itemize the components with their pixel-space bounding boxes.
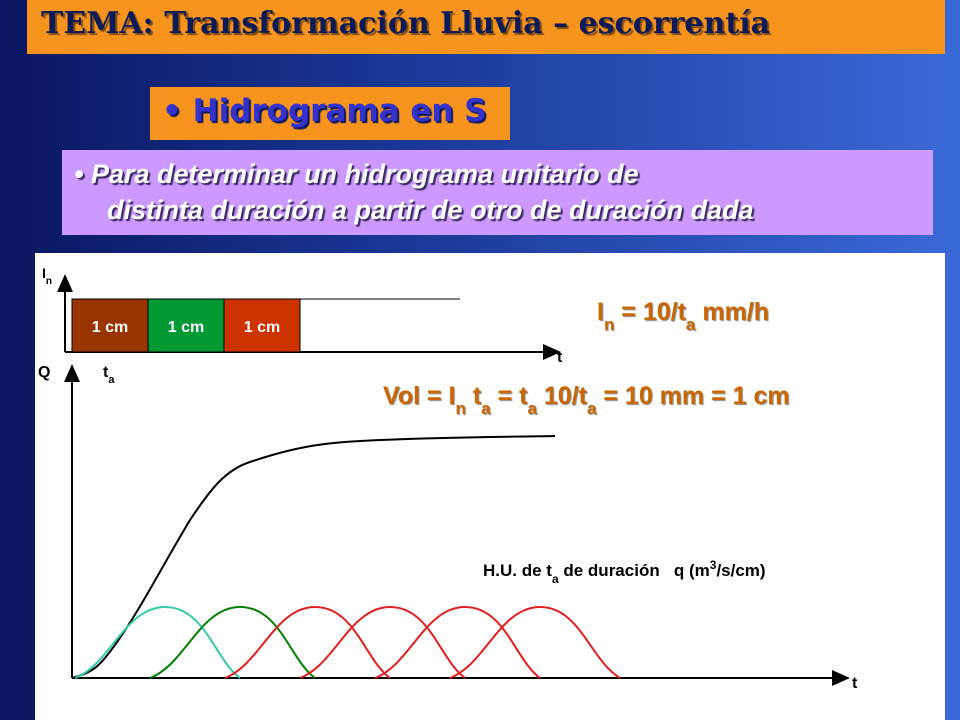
unit-hydrograph bbox=[374, 605, 541, 679]
text-part: 10/t bbox=[537, 382, 588, 410]
text-part: = 10/t bbox=[614, 298, 686, 326]
subtitle: Hidrograma en S bbox=[192, 93, 487, 129]
description-line: • Para determinar un hidrograma unitario… bbox=[74, 156, 933, 192]
text-part: Vol = I bbox=[383, 382, 455, 410]
text-part: n bbox=[455, 399, 465, 418]
text-part: a bbox=[587, 399, 597, 418]
unit-hydrograph bbox=[74, 605, 241, 679]
unit-hydrographs bbox=[74, 605, 621, 679]
text-part: a bbox=[108, 374, 115, 386]
pulse bbox=[71, 298, 149, 353]
volume-formula: Vol = In ta = ta 10/ta = 10 mm = 1 cm bbox=[383, 382, 790, 418]
description-bar: • Para determinar un hidrograma unitario… bbox=[62, 150, 933, 235]
text-part: t bbox=[103, 364, 109, 381]
text-part: n bbox=[604, 315, 614, 334]
text-part: H.U. de t bbox=[483, 561, 552, 580]
text-part: de duración q (m bbox=[559, 561, 710, 580]
flow-x-label: t bbox=[852, 675, 858, 692]
text-part: I bbox=[42, 265, 46, 281]
unit-hydrograph bbox=[449, 605, 621, 679]
text-part: a bbox=[527, 399, 537, 418]
text-part: I bbox=[597, 298, 604, 326]
text-part: mm/h bbox=[695, 298, 769, 326]
flow-y-label: Q bbox=[38, 364, 50, 381]
unit-hydrograph bbox=[149, 605, 316, 679]
duration-label: ta bbox=[103, 364, 115, 386]
pulse bbox=[147, 298, 225, 353]
description-text: Para determinar un hidrograma unitario d… bbox=[90, 159, 639, 189]
s-curve bbox=[71, 435, 556, 679]
text-part: n bbox=[46, 276, 52, 287]
text-part: 3 bbox=[710, 558, 717, 572]
unit-hydrograph bbox=[224, 605, 391, 679]
description-line: distinta duración a partir de otro de du… bbox=[107, 195, 754, 225]
text-part: a bbox=[686, 315, 696, 334]
title: TEMA: Transformación Lluvia – escorrentí… bbox=[41, 6, 771, 41]
pulse-label: 1 cm bbox=[92, 319, 128, 336]
text-part: t bbox=[466, 382, 482, 410]
pulse-label: 1 cm bbox=[244, 319, 280, 336]
bullet: • bbox=[162, 93, 182, 129]
unit-hydrograph-label: H.U. de ta de duración q (m3/s/cm) bbox=[483, 558, 766, 586]
pulse-label: 1 cm bbox=[168, 319, 204, 336]
rain-x-label: t bbox=[557, 349, 563, 366]
title-bar: TEMA: Transformación Lluvia – escorrentí… bbox=[27, 0, 945, 54]
intensity-formula: In = 10/ta mm/h bbox=[597, 298, 769, 334]
subtitle-bar: • Hidrograma en S bbox=[150, 87, 510, 140]
text-part: a bbox=[481, 399, 491, 418]
unit-hydrograph bbox=[299, 605, 466, 679]
rain-y-label: In bbox=[42, 265, 52, 287]
text-part: a bbox=[552, 572, 559, 586]
text-part: = 10 mm = 1 cm bbox=[596, 382, 789, 410]
text-part: /s/cm) bbox=[716, 561, 765, 580]
text-part: = t bbox=[491, 382, 528, 410]
pulse bbox=[223, 298, 301, 353]
bullet: • bbox=[74, 159, 84, 189]
